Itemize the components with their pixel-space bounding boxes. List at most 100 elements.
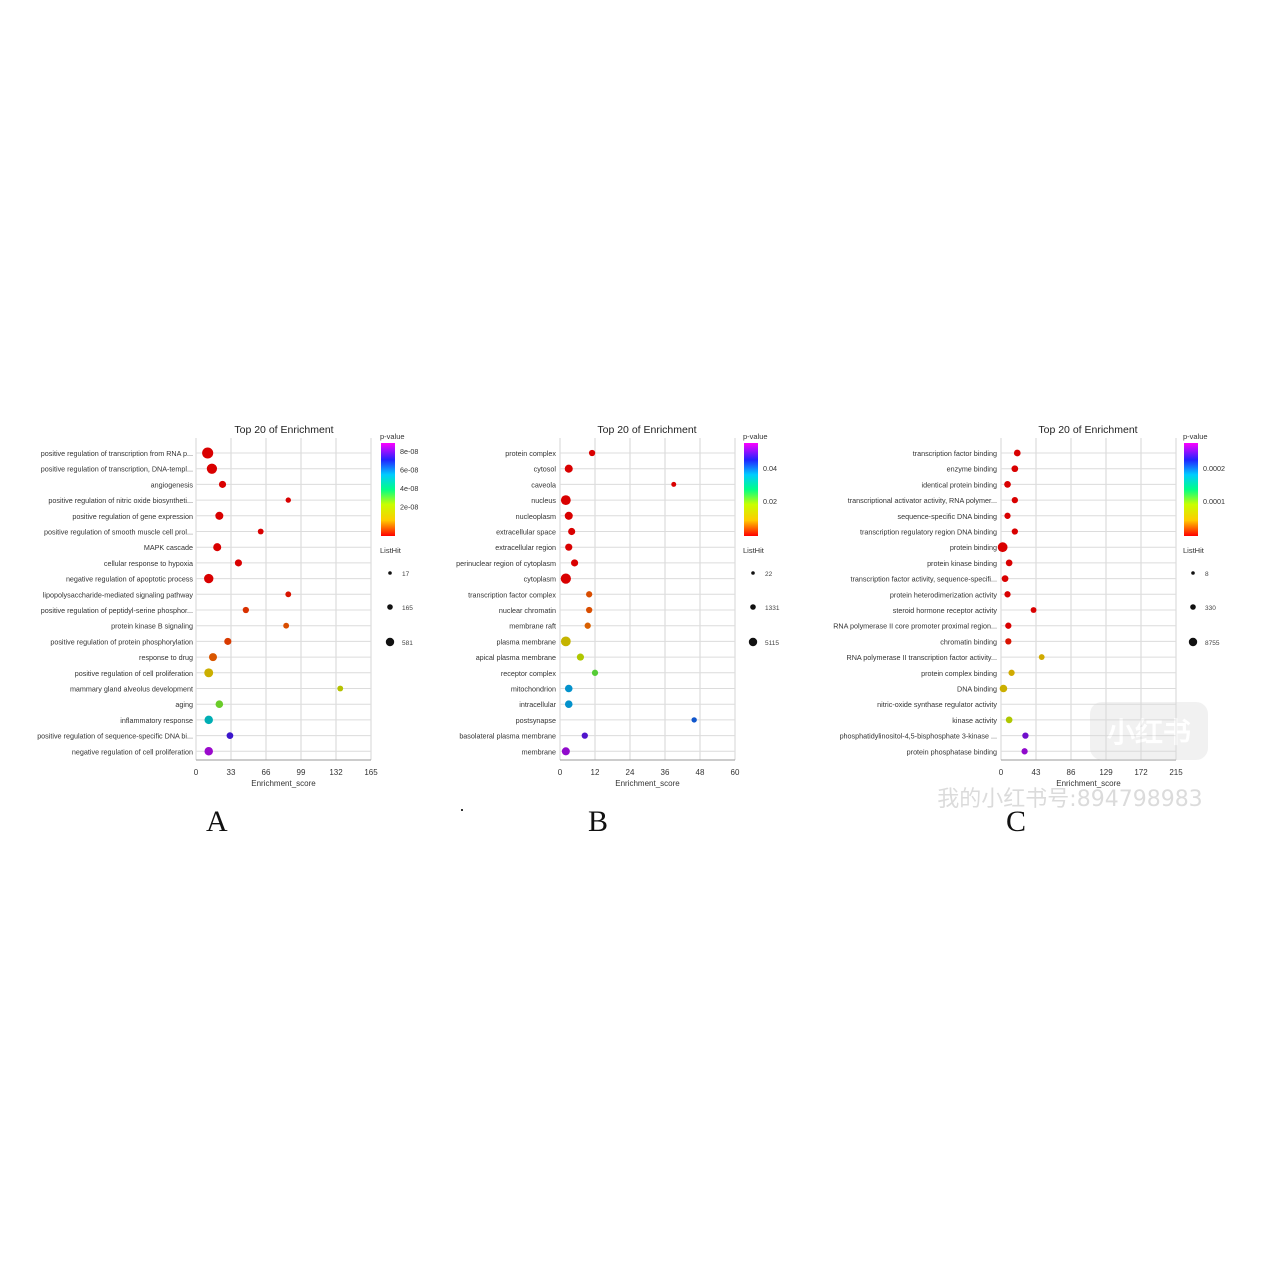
watermark: 小红书 我的小红书号:894798983 (937, 702, 1208, 812)
size-legend-label: 581 (402, 640, 413, 647)
data-point (1004, 591, 1011, 598)
data-point (226, 732, 234, 739)
y-tick-label: protein phosphatase binding (907, 747, 997, 756)
y-tick-label: protein binding (950, 543, 997, 552)
y-tick-label: intracellular (519, 700, 556, 709)
data-point (337, 685, 344, 692)
x-tick-label: 86 (1067, 768, 1076, 777)
data-point (581, 732, 588, 739)
y-tick-label: steroid hormone receptor activity (893, 606, 998, 615)
chart-panel-b: Top 20 of Enrichment 0 12 24 36 48 60 protein c… (456, 424, 780, 788)
data-point (204, 573, 214, 584)
y-tick-label: positive regulation of nitric oxide bios… (48, 496, 193, 505)
data-point (1021, 748, 1028, 755)
x-tick-label: 215 (1169, 768, 1183, 777)
data-point (283, 622, 290, 629)
panel-letter-c: C (1006, 805, 1026, 838)
plot-area (196, 438, 371, 760)
data-point (285, 591, 292, 598)
data-point (591, 669, 599, 676)
panel-letters: A B C (206, 805, 1026, 838)
x-tick-label: 0 (999, 768, 1004, 777)
y-tick-label: negative regulation of apoptotic process (66, 575, 193, 584)
data-point (285, 497, 291, 503)
y-tick-label: transcription regulatory region DNA bind… (860, 528, 997, 537)
watermark-logo-box (1090, 702, 1208, 760)
size-legend-label: 5115 (765, 640, 779, 647)
size-legend-dot (748, 637, 758, 647)
data-point (213, 543, 222, 552)
y-tick-label: positive regulation of peptidyl-serine p… (41, 606, 193, 615)
x-tick-label: 43 (1032, 768, 1041, 777)
size-legend-label: 8755 (1205, 640, 1220, 647)
x-tick-label: 66 (262, 768, 271, 777)
data-point (586, 606, 593, 614)
y-tick-label: perinuclear region of cytoplasm (456, 559, 556, 568)
colorbar-tick-label: 2e-08 (400, 503, 418, 512)
y-tick-label: positive regulation of cell proliferatio… (75, 669, 193, 678)
y-tick-label: lipopolysaccharide-mediated signaling pa… (43, 590, 194, 599)
size-legend-title: ListHit (743, 546, 765, 555)
colorbar-tick-label: 0.0002 (1203, 464, 1225, 473)
watermark-logo-text: 小红书 (1107, 716, 1191, 749)
data-point (215, 511, 224, 520)
data-point (218, 480, 227, 488)
colorbar-tick-label: 0.0001 (1203, 497, 1225, 506)
x-tick-label: 172 (1134, 768, 1148, 777)
x-tick-label: 36 (661, 768, 670, 777)
y-tick-label: DNA binding (957, 685, 997, 694)
data-point (1008, 669, 1015, 676)
colorbar-title: p-value (743, 432, 768, 441)
chart-title: Top 20 of Enrichment (597, 424, 696, 436)
data-point (576, 653, 584, 661)
colorbar-title: p-value (1183, 432, 1208, 441)
data-point (999, 684, 1008, 693)
colorbar (744, 443, 758, 536)
data-point (564, 464, 573, 473)
colorbar (1184, 443, 1198, 536)
y-tick-label: apical plasma membrane (476, 653, 556, 662)
size-legend-label: 1331 (765, 605, 780, 612)
y-tick-label: negative regulation of cell proliferatio… (72, 747, 193, 756)
y-tick-label: membrane (522, 747, 556, 756)
y-tick-label: positive regulation of transcription fro… (41, 449, 193, 458)
data-point (1022, 732, 1029, 739)
data-point (560, 636, 571, 647)
data-point (997, 542, 1008, 553)
data-point (206, 463, 218, 474)
y-tick-label: plasma membrane (496, 637, 556, 646)
data-point (564, 511, 573, 520)
y-tick-label: phosphatidylinositol-4,5-bisphosphate 3-… (840, 732, 997, 741)
y-tick-label: positive regulation of sequence-specific… (37, 732, 193, 741)
colorbar (381, 443, 395, 536)
data-point (242, 606, 249, 614)
colorbar-tick-label: 0.02 (763, 497, 777, 506)
watermark-id-text: 我的小红书号:894798983 (937, 787, 1202, 812)
speck (461, 809, 463, 811)
x-tick-label: 24 (626, 768, 635, 777)
size-legend-label: 330 (1205, 605, 1216, 612)
y-tick-label: caveola (531, 480, 556, 489)
data-point (561, 747, 570, 756)
y-tick-label: MAPK cascade (144, 543, 193, 552)
x-tick-label: 165 (364, 768, 378, 777)
x-tick-label: 132 (329, 768, 343, 777)
plot-area (1001, 438, 1176, 760)
y-tick-label: transcription factor activity, sequence-… (851, 575, 997, 584)
data-point (204, 715, 213, 725)
y-tick-label: identical protein binding (921, 480, 997, 489)
y-tick-label: sequence-specific DNA binding (898, 512, 997, 521)
y-tick-label: chromatin binding (940, 637, 997, 646)
size-legend-dot (751, 571, 755, 575)
size-legend-dot (388, 571, 392, 575)
x-tick-label: 99 (297, 768, 306, 777)
data-point (691, 717, 697, 723)
data-point (671, 481, 677, 487)
y-tick-label: basolateral plasma membrane (459, 732, 556, 741)
y-tick-label: mitochondrion (511, 685, 556, 694)
y-tick-label: aging (175, 700, 193, 709)
data-point (202, 447, 214, 459)
data-point (257, 528, 264, 535)
y-tick-label: protein kinase B signaling (111, 622, 193, 631)
